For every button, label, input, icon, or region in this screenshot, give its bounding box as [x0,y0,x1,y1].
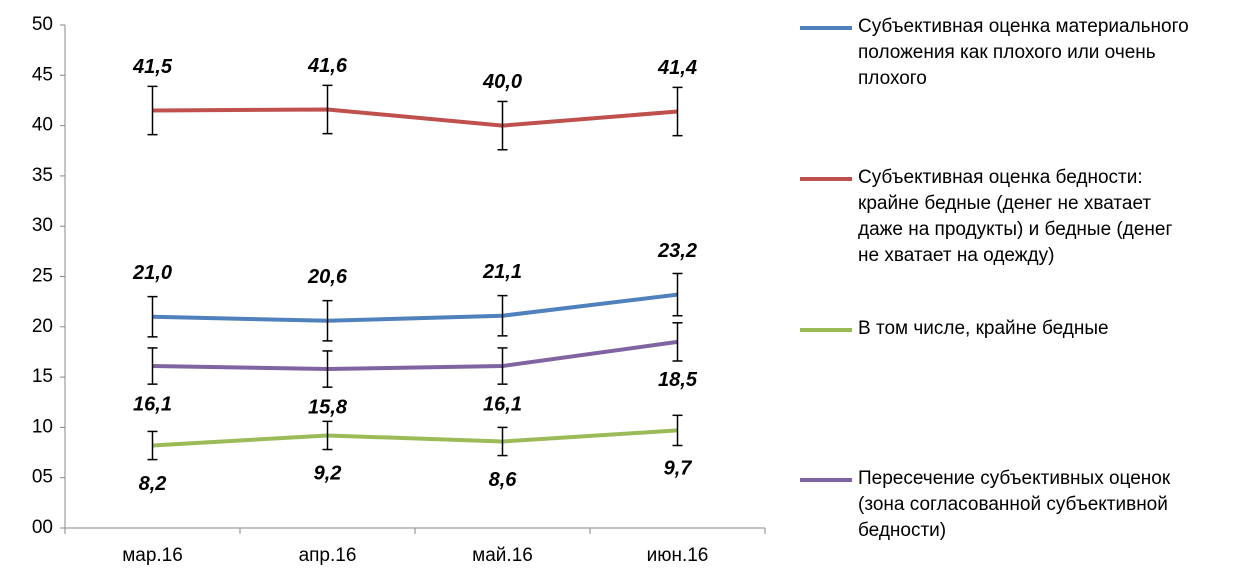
series-line [152,292,678,323]
legend-label: Субъективная оценка материального положе… [858,16,1189,89]
value-label: 41,4 [657,57,697,79]
x-tick-label: апр.16 [299,545,357,566]
value-label: 8,6 [489,469,518,491]
y-tick-label: 15 [32,366,53,387]
legend-entry: Пересечение субъективных оценок (зона со… [800,466,1238,544]
value-label: 23,2 [657,240,697,262]
value-label: 20,6 [307,266,348,288]
value-label: 21,0 [132,262,172,284]
legend-label: В том числе, крайне бедные [858,318,1109,339]
y-tick-label: 35 [32,165,53,186]
value-label: 15,8 [308,396,348,418]
y-tick-label: 30 [32,215,53,236]
series-line [152,428,678,448]
error-bar [497,100,508,151]
y-tick-label: 40 [32,115,53,136]
error-bar [147,347,158,385]
error-bar [147,295,158,338]
y-tick-label: 50 [32,14,53,35]
error-bar [672,322,683,362]
value-label: 16,1 [483,393,522,415]
legend-swatch [800,328,852,332]
value-label: 41,6 [307,55,348,77]
value-label: 18,5 [658,369,698,391]
y-tick-label: 10 [32,416,53,437]
legend-label: Пересечение субъективных оценок (зона со… [858,468,1171,541]
value-label: 16,1 [133,393,172,415]
value-label: 9,7 [664,458,693,480]
value-label: 8,2 [139,473,167,495]
y-tick-label: 00 [32,517,53,538]
y-tick-label: 45 [32,64,53,85]
series-line [152,339,678,372]
value-label: 21,1 [482,261,522,283]
error-bar [497,294,508,337]
x-tick-label: мар.16 [122,545,183,566]
error-bar [322,350,333,388]
error-bar [147,430,158,461]
legend-entry: Субъективная оценка бедности: крайне бед… [800,165,1238,269]
series-line [152,107,678,128]
error-bar [322,299,333,342]
legend-entry: В том числе, крайне бедные [800,316,1238,342]
error-bar [672,272,683,317]
legend-swatch [800,26,852,30]
value-label: 9,2 [314,463,342,485]
x-tick-label: июн.16 [647,545,709,566]
x-tick-label: май.16 [472,545,533,566]
y-tick-label: 20 [32,316,53,337]
error-bar [147,85,158,136]
value-label: 40,0 [482,71,522,93]
value-label: 41,5 [132,56,173,78]
y-tick-label: 05 [32,467,53,488]
legend-label: Субъективная оценка бедности: крайне бед… [858,167,1173,266]
error-bar [672,414,683,447]
y-tick-label: 25 [32,266,53,287]
error-bar [322,420,333,451]
error-bar [322,84,333,135]
legend-entry: Субъективная оценка материального положе… [800,14,1238,92]
error-bar [672,86,683,137]
error-bar [497,426,508,457]
legend-swatch [800,478,852,482]
error-bar [497,347,508,385]
legend-swatch [800,177,852,181]
